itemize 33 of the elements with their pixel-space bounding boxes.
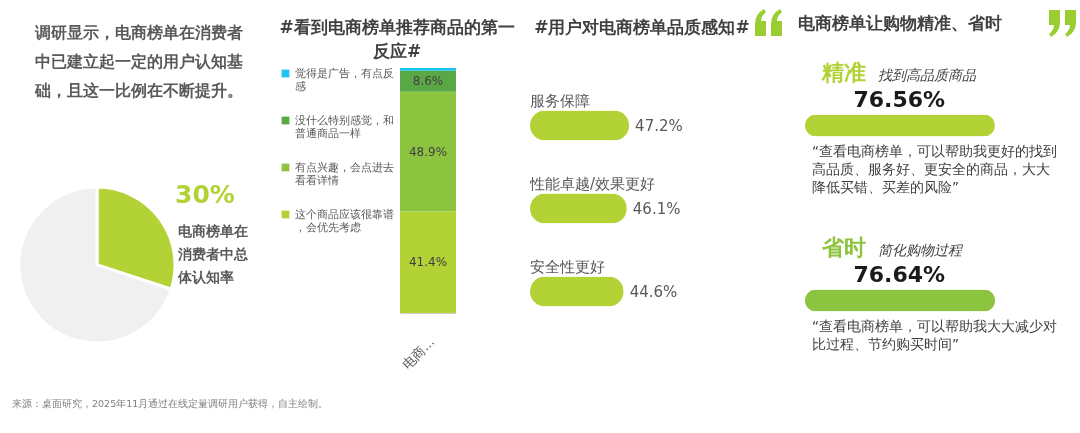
legend-label: 有点兴趣，会点进去看看详情	[295, 160, 394, 187]
data-label: 46.1%	[632, 199, 681, 218]
chart-title: 调研显示，电商榜单在消费者中已建立起一定的用户认知基础，且这一比例在不断提升。	[35, 22, 244, 102]
legend-label: 觉得是广告，有点反感	[295, 66, 394, 93]
annotation: 简化购物过程	[878, 242, 962, 258]
data-label: 30%	[175, 180, 235, 209]
slice-label: 电商榜单在消费者中总体认知率	[178, 222, 249, 287]
data-label: 76.56%	[853, 86, 946, 112]
data-label: 76.64%	[853, 261, 946, 287]
source-note: 来源：桌面研究，2025年11月通过在线定量调研用户获得，自主绘制。	[12, 398, 329, 411]
legend-label: 这个商品应该很靠谱，会优先考虑	[295, 207, 394, 234]
bar	[400, 91, 456, 212]
annotation: “查看电商榜单，可以帮助我大大减少对比过程、节约购买时间”	[812, 317, 1058, 353]
y-tick-label: 精准	[822, 60, 866, 85]
data-label: 44.6%	[629, 282, 678, 301]
chart-title: #用户对电商榜单品质感知#	[533, 16, 751, 39]
x-tick-label: 电商...	[399, 334, 438, 372]
pie-slice	[19, 187, 173, 343]
text: 电商榜单让购物精准、省时	[798, 12, 1002, 35]
data-label: 47.2%	[635, 116, 683, 135]
y-tick-label: 性能卓越/效果更好	[529, 174, 656, 193]
y-tick-label: 省时	[822, 235, 866, 260]
y-tick-label: 服务保障	[530, 91, 590, 110]
bar	[400, 211, 456, 313]
chart-title: #看到电商榜单推荐商品的第一反应#	[278, 16, 516, 63]
bar	[400, 68, 456, 71]
data-label: 41.4%	[408, 255, 448, 270]
data-label: 48.9%	[408, 144, 448, 159]
data-label: 8.6%	[412, 74, 444, 89]
y-tick-label: 安全性更好	[530, 257, 605, 276]
annotation: “查看电商榜单，可以帮助我更好的找到高品质、服务好、更安全的商品，大大降低买错、买差的风险”	[812, 142, 1058, 196]
legend-label: 没什么特别感觉，和普通商品一样	[295, 113, 394, 140]
annotation: 找到高品质商品	[878, 67, 976, 83]
